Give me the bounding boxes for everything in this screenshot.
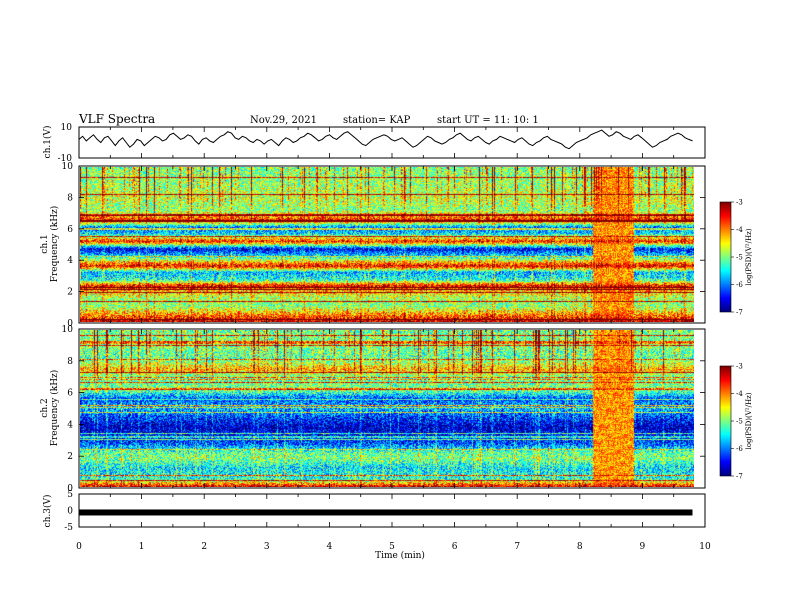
ch3-ytick-label: 0	[67, 507, 73, 517]
ch1-spectrogram-image-wrap	[80, 167, 694, 322]
start-time-label: start UT = 11: 10: 1	[437, 115, 539, 126]
ch2-spectrogram-ylabel-channel: ch.2	[40, 398, 50, 417]
x-tick-label: 9	[640, 542, 646, 552]
ch2-spectrogram-panel: 0 2 4 6 8 10 ch.2 Frequency (kHz)	[40, 325, 706, 494]
ch1-spec-ytick-label: 6	[67, 225, 73, 235]
ch3-waveform-trace	[79, 509, 693, 516]
ch1-waveform-panel: 10 -10 ch.1(V)	[42, 123, 706, 164]
ch2-spectrogram-ylabel-freq: Frequency (kHz)	[49, 370, 60, 447]
ch1-spec-ytick-label: 8	[67, 193, 73, 203]
ch1-spectrogram-panel: 0 2 4 6 8 10 ch.1 Frequency (kHz)	[40, 162, 706, 329]
ch2-colorbar-gradient	[720, 366, 731, 476]
ch2-spec-ytick-label: 4	[67, 420, 73, 430]
ch1-colorbar-tick-label: -3	[736, 199, 743, 207]
ch2-colorbar-tick-label: -5	[736, 418, 743, 426]
x-tick-label: 0	[76, 542, 82, 552]
ch2-spectrogram-image-wrap	[80, 330, 694, 487]
ch1-spec-ytick-label: 4	[67, 256, 73, 266]
ch1-spectrogram-ylabel-freq: Frequency (kHz)	[49, 206, 60, 283]
ch3-ytick-label: -5	[64, 523, 73, 533]
ch2-spec-ytick-label: 6	[67, 389, 73, 399]
ch2-spec-ytick-label: 10	[62, 325, 74, 335]
x-tick-label: 5	[389, 542, 395, 552]
ch3-waveform-panel: 50-5 ch.3(V) 0 1 2 3 4 5 6 7 8 9 10 Time (min)	[42, 490, 711, 561]
x-tick-label: 7	[514, 542, 520, 552]
ch3-ytick-label: 5	[67, 490, 73, 500]
ch2-colorbar-tick-label: -4	[736, 390, 743, 398]
x-tick-label: 8	[577, 542, 583, 552]
date-label: Nov.29, 2021	[250, 115, 317, 126]
station-label: station= KAP	[343, 115, 411, 126]
ch1-spectrogram-ylabel-channel: ch.1	[40, 234, 50, 253]
ch2-spectrogram-image	[80, 330, 694, 487]
ch2-spec-ytick-label: 2	[67, 452, 73, 462]
ch1-colorbar-tick-label: -6	[736, 281, 743, 289]
ch2-colorbar-label: log(PSD)(V²/Hz)	[745, 392, 753, 449]
ch1-colorbar-tick-label: -5	[736, 254, 743, 262]
ch1-colorbar: -3 -4 -5 -6 -7 log(PSD)(V²/Hz)	[719, 199, 753, 317]
ch1-colorbar-tick-label: -4	[736, 226, 743, 234]
x-tick-label: 3	[264, 542, 270, 552]
ch1-spectrogram-image	[80, 167, 694, 322]
ch1-spec-ytick-label: 0	[67, 319, 73, 329]
chart-title: VLF Spectra	[78, 112, 155, 126]
ch1-colorbar-tick-label: -7	[736, 309, 743, 317]
x-tick-label: 10	[699, 542, 711, 552]
ch2-colorbar-tick-label: -3	[736, 363, 743, 371]
ch2-colorbar-tick-label: -6	[736, 445, 743, 453]
ch2-colorbar-tick-label: -7	[736, 473, 743, 481]
ch3-waveform-ylabel: ch.3(V)	[42, 495, 53, 528]
ch1-waveform-ylabel: ch.1(V)	[42, 126, 53, 159]
ch1-colorbar-label: log(PSD)(V²/Hz)	[745, 228, 753, 285]
ch2-colorbar: -3 -4 -5 -6 -7 log(PSD)(V²/Hz)	[719, 363, 753, 481]
x-tick-label: 1	[139, 542, 145, 552]
ch1-waveform-line	[78, 129, 693, 150]
ch1-spec-ytick-label: 10	[62, 162, 74, 172]
ch1-colorbar-gradient	[720, 202, 731, 312]
ch2-spec-ytick-label: 8	[67, 357, 73, 367]
x-tick-label: 4	[327, 542, 333, 552]
x-axis-title: Time (min)	[375, 550, 425, 561]
x-tick-label: 6	[452, 542, 458, 552]
ch1-spec-ytick-label: 2	[67, 288, 73, 298]
x-tick-label: 2	[201, 542, 207, 552]
ch1-ytick-bottom: -10	[58, 154, 73, 164]
ch1-ytick-top: 10	[61, 123, 73, 133]
ch2-spec-ytick-label: 0	[67, 484, 73, 494]
